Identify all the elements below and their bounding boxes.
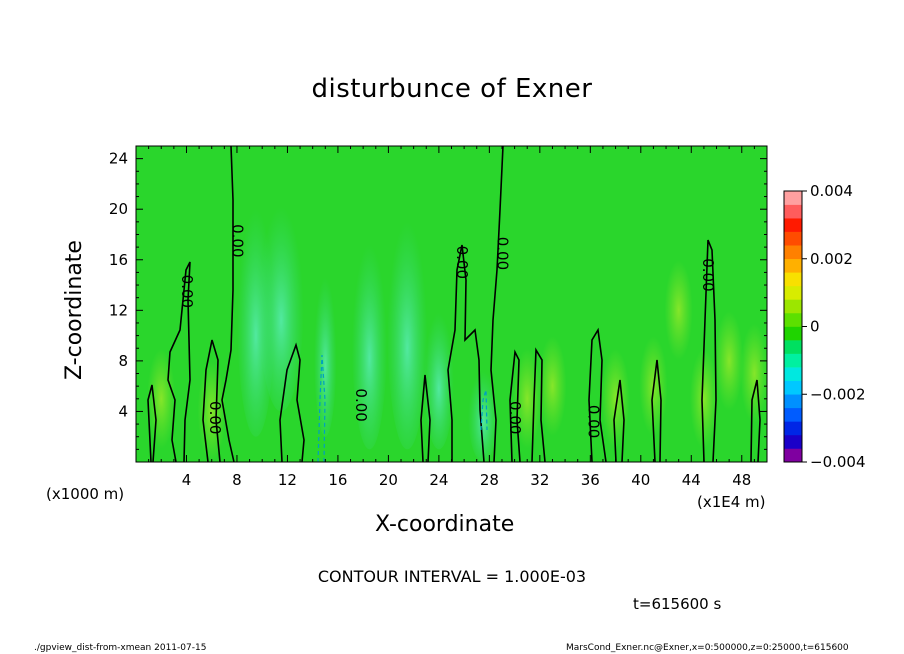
y-tick-label: 4 xyxy=(118,402,128,420)
x-tick-label: 44 xyxy=(682,471,701,489)
colorbar-swatch xyxy=(784,448,802,463)
colorbar-swatch xyxy=(784,245,802,260)
x-tick-label: 24 xyxy=(429,471,448,489)
x-tick-label: 48 xyxy=(732,471,751,489)
y-tick-label: 12 xyxy=(109,301,128,319)
field-warm-region xyxy=(689,348,718,449)
x-tick-label: 20 xyxy=(379,471,398,489)
contour-label: 0.00 xyxy=(228,224,246,257)
zero-contour-line xyxy=(651,359,662,462)
colorbar-swatch xyxy=(784,204,802,219)
negative-contour-line xyxy=(480,389,488,431)
colorbar-swatch xyxy=(784,353,802,368)
zero-contour-line xyxy=(279,342,305,462)
x-tick-label: 12 xyxy=(278,471,297,489)
contour-label: 0.00 xyxy=(178,275,196,308)
colorbar-swatch xyxy=(784,407,802,422)
zero-contour-line xyxy=(202,339,221,462)
zero-contour-line xyxy=(490,146,504,462)
contour-label: 0.00 xyxy=(352,388,370,421)
time-label: t=615600 s xyxy=(633,595,722,613)
colorbar-tick-label: 0 xyxy=(810,318,820,336)
field-cool-region xyxy=(387,196,428,450)
x-unit-label: (x1000 m) xyxy=(46,485,125,503)
zero-contour-line xyxy=(147,384,157,462)
y-tick-label: 16 xyxy=(109,251,128,269)
field-cool-region xyxy=(313,259,337,437)
zero-contour-line xyxy=(167,261,191,462)
contour-label: 0.00 xyxy=(493,237,511,270)
colorbar-swatch xyxy=(784,272,802,287)
colorbar-swatch xyxy=(784,285,802,300)
contour-label: 0.00 xyxy=(584,405,602,438)
zero-contour-line xyxy=(613,379,625,462)
negative-contour-line xyxy=(317,354,326,462)
field-warm-region xyxy=(601,348,630,449)
footer-command: ./gpview_dist-from-xmean 2011-07-15 xyxy=(34,643,207,653)
contour-label: 0.00 xyxy=(506,401,524,434)
x-tick-label: 28 xyxy=(480,471,499,489)
x-axis-label: X-coordinate xyxy=(375,512,515,537)
colorbar-tick-label: 0.002 xyxy=(810,250,853,268)
colorbar-swatch xyxy=(784,299,802,314)
x-tick-label: 32 xyxy=(530,471,549,489)
field-cool-region xyxy=(236,183,275,437)
field-warm-region xyxy=(147,348,176,449)
x-tick-label: 16 xyxy=(328,471,347,489)
colorbar-swatch xyxy=(784,434,802,449)
y-tick-label: 8 xyxy=(118,352,128,370)
field-cool-region xyxy=(467,360,499,462)
colorbar-swatch xyxy=(784,312,802,327)
zero-contour-line xyxy=(701,239,717,462)
x-tick-label: 40 xyxy=(631,471,650,489)
contour-label: 0.00 xyxy=(206,401,224,434)
colorbar-swatch xyxy=(784,367,802,381)
field-cool-region xyxy=(423,297,455,450)
contour-interval-text: CONTOUR INTERVAL = 1.000E-03 xyxy=(317,567,587,586)
colorbar-swatch xyxy=(784,326,802,341)
zero-contour-line xyxy=(447,244,485,462)
zero-contour-line xyxy=(750,379,761,462)
colorbar-swatch xyxy=(784,231,802,246)
zero-contour-line xyxy=(531,347,546,462)
x-tick-label: 4 xyxy=(182,471,192,489)
field-cool-region xyxy=(351,221,388,450)
field-warm-region xyxy=(740,323,767,424)
zero-contour-line xyxy=(420,374,431,462)
colorbar-swatch xyxy=(784,421,802,436)
x-tick-label: 36 xyxy=(581,471,600,489)
chart-title: disturbunce of Exner xyxy=(311,74,593,104)
colorbar-swatch xyxy=(784,258,802,273)
y-tick-label: 20 xyxy=(109,200,128,218)
field-warm-region xyxy=(513,348,542,449)
colorbar-swatch xyxy=(784,380,802,395)
field-warm-region xyxy=(538,336,567,437)
zero-contour-line xyxy=(588,327,607,462)
colorbar-swatch xyxy=(784,218,802,232)
y-tick-label: 24 xyxy=(109,150,128,168)
colorbar-tick-label: −0.004 xyxy=(810,453,866,471)
zero-contour-line xyxy=(509,349,521,462)
zero-contour-line xyxy=(221,146,235,462)
colorbar-swatch xyxy=(784,394,802,409)
field-warm-region xyxy=(664,260,693,361)
contour-label: 0.00 xyxy=(699,258,717,291)
contour-label: 0.00 xyxy=(453,246,471,279)
colorbar-swatch xyxy=(784,340,802,354)
colorbar-swatch xyxy=(784,191,802,205)
y-axis-label: Z-coordinate xyxy=(62,240,87,380)
colorbar-tick-label: −0.002 xyxy=(810,385,866,403)
colorbar-tick-label: 0.004 xyxy=(810,182,853,200)
field-warm-region xyxy=(715,310,744,411)
x-unit-label-secondary: (x1E4 m) xyxy=(697,493,766,511)
footer-source: MarsCond_Exner.nc@Exner,x=0:500000,z=0:2… xyxy=(566,643,849,653)
x-tick-label: 8 xyxy=(232,471,242,489)
